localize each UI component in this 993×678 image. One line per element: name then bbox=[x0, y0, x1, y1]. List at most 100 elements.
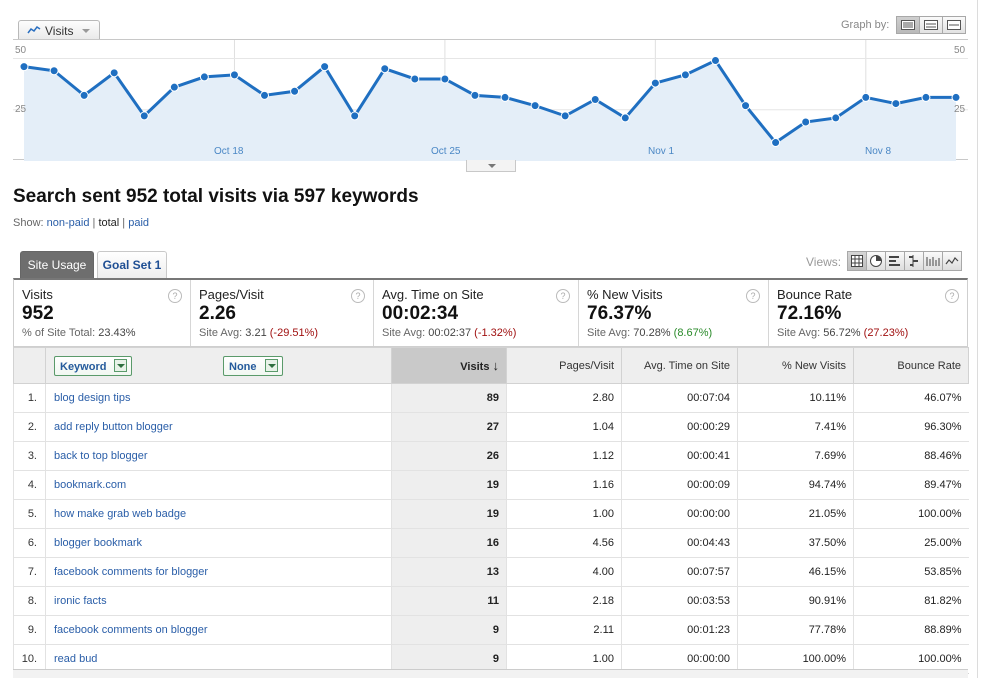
data-point[interactable] bbox=[771, 138, 781, 148]
data-point[interactable] bbox=[530, 101, 540, 111]
data-point[interactable] bbox=[350, 111, 360, 121]
data-point[interactable] bbox=[710, 56, 720, 66]
help-icon[interactable]: ? bbox=[168, 289, 182, 303]
keyword-link[interactable]: ironic facts bbox=[45, 586, 392, 616]
visits-graph: 50 25 50 25 Oct 18 Oct 25 Nov 1 Nov 8 bbox=[13, 39, 968, 161]
term-cloud-view-button[interactable] bbox=[923, 251, 943, 271]
view-switcher bbox=[847, 251, 962, 271]
pages-visit-column-header[interactable]: Pages/Visit bbox=[506, 347, 622, 384]
tab-site-usage[interactable]: Site Usage bbox=[20, 251, 94, 278]
keyword-link[interactable]: add reply button blogger bbox=[45, 412, 392, 442]
new-visits-column-header[interactable]: % New Visits bbox=[737, 347, 854, 384]
data-point[interactable] bbox=[741, 101, 751, 111]
data-point[interactable] bbox=[290, 86, 300, 96]
data-point[interactable] bbox=[921, 92, 931, 102]
data-point[interactable] bbox=[139, 111, 149, 121]
show-nonpaid-link[interactable]: non-paid bbox=[46, 217, 90, 229]
help-icon[interactable]: ? bbox=[351, 289, 365, 303]
table-view-button[interactable] bbox=[847, 251, 867, 271]
keyword-link[interactable]: blog design tips bbox=[45, 383, 392, 413]
keyword-link[interactable]: how make grab web badge bbox=[45, 499, 392, 529]
pivot-view-button[interactable] bbox=[942, 251, 962, 271]
vertical-scrollbar[interactable] bbox=[977, 0, 993, 678]
new-visits-cell: 77.78% bbox=[737, 615, 854, 645]
y-tick-top-left: 50 bbox=[15, 45, 27, 56]
visits-column-header[interactable]: Visits ↓ bbox=[391, 347, 507, 384]
keyword-link[interactable]: blogger bookmark bbox=[45, 528, 392, 558]
data-point[interactable] bbox=[440, 74, 450, 84]
data-point[interactable] bbox=[229, 70, 239, 80]
bounce-rate-column-header[interactable]: Bounce Rate bbox=[853, 347, 969, 384]
keyword-link[interactable]: facebook comments for blogger bbox=[45, 557, 392, 587]
data-point[interactable] bbox=[590, 94, 600, 104]
table-header-row: Keyword None Visits ↓ Pages/Visit Avg. T… bbox=[13, 347, 969, 384]
line-chart-icon bbox=[27, 25, 41, 34]
avg-time-column-header[interactable]: Avg. Time on Site bbox=[621, 347, 738, 384]
data-point[interactable] bbox=[169, 82, 179, 92]
graph-collapse-handle[interactable] bbox=[466, 160, 516, 172]
delta-value: (-1.32%) bbox=[474, 327, 517, 339]
bounce-rate-cell: 88.89% bbox=[853, 615, 969, 645]
help-icon[interactable]: ? bbox=[746, 289, 760, 303]
data-point[interactable] bbox=[951, 92, 961, 102]
primary-dimension-dropdown[interactable]: Keyword bbox=[54, 355, 133, 376]
scorecard-sub: % of Site Total: 23.43% bbox=[22, 327, 136, 339]
data-point[interactable] bbox=[260, 90, 270, 100]
graph-by-label: Graph by: bbox=[841, 19, 890, 31]
data-point[interactable] bbox=[891, 99, 901, 109]
comparison-view-button[interactable] bbox=[904, 251, 924, 271]
avg-time-cell: 00:00:41 bbox=[621, 441, 738, 471]
data-point[interactable] bbox=[680, 70, 690, 80]
graph-by-week-button[interactable] bbox=[919, 16, 943, 34]
avg-time-cell: 00:07:04 bbox=[621, 383, 738, 413]
pages-visit-cell: 2.11 bbox=[506, 615, 622, 645]
scorecard-avg-time: Avg. Time on Site 00:02:34 Site Avg: 00:… bbox=[374, 280, 579, 346]
row-number: 1. bbox=[13, 383, 46, 413]
metric-selector-label: Visits bbox=[45, 24, 74, 38]
tab-goal-set-1[interactable]: Goal Set 1 bbox=[97, 251, 167, 278]
data-point[interactable] bbox=[650, 78, 660, 88]
data-point[interactable] bbox=[410, 74, 420, 84]
pages-visit-cell: 1.12 bbox=[506, 441, 622, 471]
keyword-link[interactable]: bookmark.com bbox=[45, 470, 392, 500]
dimension-header: Keyword None bbox=[45, 347, 392, 384]
row-number-header bbox=[13, 347, 46, 384]
show-paid-link[interactable]: paid bbox=[128, 217, 150, 229]
data-point[interactable] bbox=[49, 66, 59, 76]
data-point[interactable] bbox=[560, 111, 570, 121]
help-icon[interactable]: ? bbox=[945, 289, 959, 303]
data-point[interactable] bbox=[620, 113, 630, 123]
bounce-rate-cell: 100.00% bbox=[853, 499, 969, 529]
bounce-rate-cell: 46.07% bbox=[853, 383, 969, 413]
pie-view-button[interactable] bbox=[866, 251, 886, 271]
site-total-value: 23.43% bbox=[98, 327, 136, 339]
row-number: 7. bbox=[13, 557, 46, 587]
secondary-dimension-dropdown[interactable]: None bbox=[223, 356, 283, 376]
scorecard-bounce-rate: Bounce Rate 72.16% Site Avg: 56.72% (27.… bbox=[769, 280, 967, 346]
table-row: 5. how make grab web badge 19 1.00 00:00:00 2… bbox=[13, 499, 969, 529]
pages-visit-cell: 4.00 bbox=[506, 557, 622, 587]
data-point[interactable] bbox=[19, 62, 29, 72]
data-point[interactable] bbox=[199, 72, 209, 82]
data-point[interactable] bbox=[320, 62, 330, 72]
data-point[interactable] bbox=[831, 113, 841, 123]
views-label: Views: bbox=[806, 255, 842, 269]
series-area-fill bbox=[24, 60, 956, 161]
graph-by-month-button[interactable] bbox=[942, 16, 966, 34]
keyword-link[interactable]: facebook comments on blogger bbox=[45, 615, 392, 645]
x-tick-label: Nov 8 bbox=[865, 146, 892, 157]
data-point[interactable] bbox=[79, 90, 89, 100]
data-point[interactable] bbox=[380, 64, 390, 74]
data-point[interactable] bbox=[109, 68, 119, 78]
data-point[interactable] bbox=[500, 92, 510, 102]
performance-view-button[interactable] bbox=[885, 251, 905, 271]
visits-cell: 19 bbox=[391, 470, 507, 500]
keyword-link[interactable]: back to top blogger bbox=[45, 441, 392, 471]
metric-selector-dropdown[interactable]: Visits bbox=[18, 20, 100, 40]
keywords-table: Keyword None Visits ↓ Pages/Visit Avg. T… bbox=[13, 347, 969, 674]
data-point[interactable] bbox=[801, 117, 811, 127]
data-point[interactable] bbox=[470, 90, 480, 100]
data-point[interactable] bbox=[861, 92, 871, 102]
graph-by-day-button[interactable] bbox=[896, 16, 920, 34]
help-icon[interactable]: ? bbox=[556, 289, 570, 303]
